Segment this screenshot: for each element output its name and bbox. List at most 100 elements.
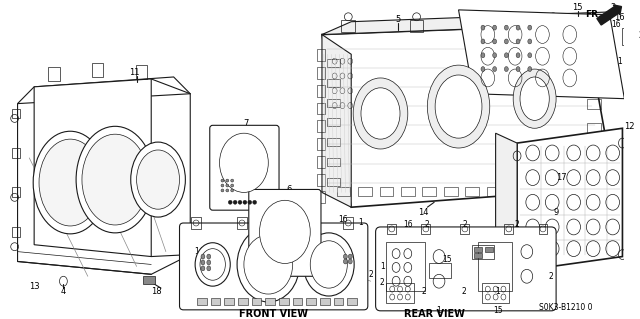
Bar [12, 108, 19, 118]
Ellipse shape [361, 88, 400, 139]
Bar [422, 188, 436, 197]
Ellipse shape [513, 69, 556, 128]
Bar [474, 253, 482, 257]
Ellipse shape [201, 266, 205, 271]
Ellipse shape [195, 243, 230, 286]
Bar [266, 298, 275, 305]
Bar [283, 217, 292, 229]
Polygon shape [322, 25, 614, 207]
Bar [317, 138, 325, 150]
Ellipse shape [200, 249, 225, 280]
Polygon shape [34, 79, 151, 256]
Polygon shape [322, 34, 351, 207]
Text: REAR VIEW: REAR VIEW [404, 309, 465, 319]
Bar [551, 188, 565, 197]
Bar [429, 263, 451, 278]
Bar [211, 298, 221, 305]
Text: 10: 10 [473, 236, 483, 245]
Text: 2: 2 [380, 278, 385, 287]
FancyBboxPatch shape [179, 223, 368, 310]
Ellipse shape [481, 67, 485, 71]
Bar [387, 283, 413, 303]
Text: 2: 2 [462, 220, 467, 229]
Ellipse shape [344, 259, 348, 264]
Bar [317, 156, 325, 168]
Ellipse shape [516, 25, 520, 30]
Text: 16: 16 [611, 20, 621, 29]
Text: 2: 2 [425, 220, 429, 229]
Ellipse shape [481, 39, 485, 44]
Text: 2: 2 [548, 272, 553, 281]
Ellipse shape [207, 254, 211, 259]
Text: 12: 12 [625, 122, 635, 131]
Ellipse shape [516, 39, 520, 44]
Bar [317, 191, 325, 203]
Bar [348, 298, 357, 305]
Text: 15: 15 [442, 255, 452, 264]
Bar [478, 20, 492, 32]
Text: 7: 7 [243, 119, 248, 128]
Ellipse shape [259, 200, 310, 263]
Bar [92, 63, 104, 77]
Ellipse shape [528, 39, 532, 44]
Ellipse shape [504, 25, 508, 30]
Ellipse shape [528, 53, 532, 58]
Ellipse shape [504, 53, 508, 58]
Ellipse shape [201, 260, 205, 265]
Ellipse shape [226, 189, 228, 192]
Text: FRONT VIEW: FRONT VIEW [239, 309, 308, 319]
Bar [508, 188, 522, 197]
Bar [143, 276, 155, 284]
Text: 1: 1 [358, 218, 364, 226]
Text: 14: 14 [418, 208, 429, 217]
Ellipse shape [493, 39, 497, 44]
Text: 6: 6 [286, 185, 291, 194]
Text: 13: 13 [29, 282, 40, 291]
Ellipse shape [528, 25, 532, 30]
Bar [380, 188, 393, 197]
Bar [623, 28, 634, 45]
Bar [136, 65, 147, 79]
Ellipse shape [207, 266, 211, 271]
Text: 5: 5 [396, 15, 401, 24]
Text: 1: 1 [618, 57, 623, 66]
Ellipse shape [221, 189, 224, 192]
Ellipse shape [226, 179, 228, 182]
FancyBboxPatch shape [210, 125, 279, 210]
Bar [12, 148, 19, 158]
Bar [237, 217, 247, 229]
Polygon shape [458, 10, 625, 99]
Bar [327, 138, 340, 146]
Text: 9: 9 [554, 208, 559, 217]
Bar [530, 188, 543, 197]
Text: 17: 17 [556, 173, 566, 182]
Ellipse shape [516, 53, 520, 58]
Text: 11: 11 [129, 68, 140, 77]
Ellipse shape [221, 184, 224, 187]
Bar [588, 173, 601, 182]
Bar [327, 99, 340, 107]
Text: 16: 16 [614, 13, 625, 22]
Bar [317, 103, 325, 115]
Bar [344, 217, 353, 229]
Text: FR.: FR. [586, 10, 602, 19]
Ellipse shape [348, 259, 352, 264]
Bar [387, 224, 396, 234]
Bar [327, 178, 340, 186]
Bar [327, 59, 340, 67]
Ellipse shape [39, 139, 102, 226]
Bar [317, 49, 325, 61]
Bar [307, 298, 316, 305]
Polygon shape [495, 133, 517, 271]
Polygon shape [517, 128, 623, 271]
Bar [482, 283, 509, 303]
Bar [588, 123, 601, 133]
Bar [444, 188, 458, 197]
Bar [485, 247, 493, 252]
Bar [504, 224, 513, 234]
Ellipse shape [481, 53, 485, 58]
Ellipse shape [244, 235, 292, 294]
Bar [342, 20, 355, 32]
Text: 2: 2 [300, 215, 305, 224]
FancyBboxPatch shape [376, 227, 556, 311]
